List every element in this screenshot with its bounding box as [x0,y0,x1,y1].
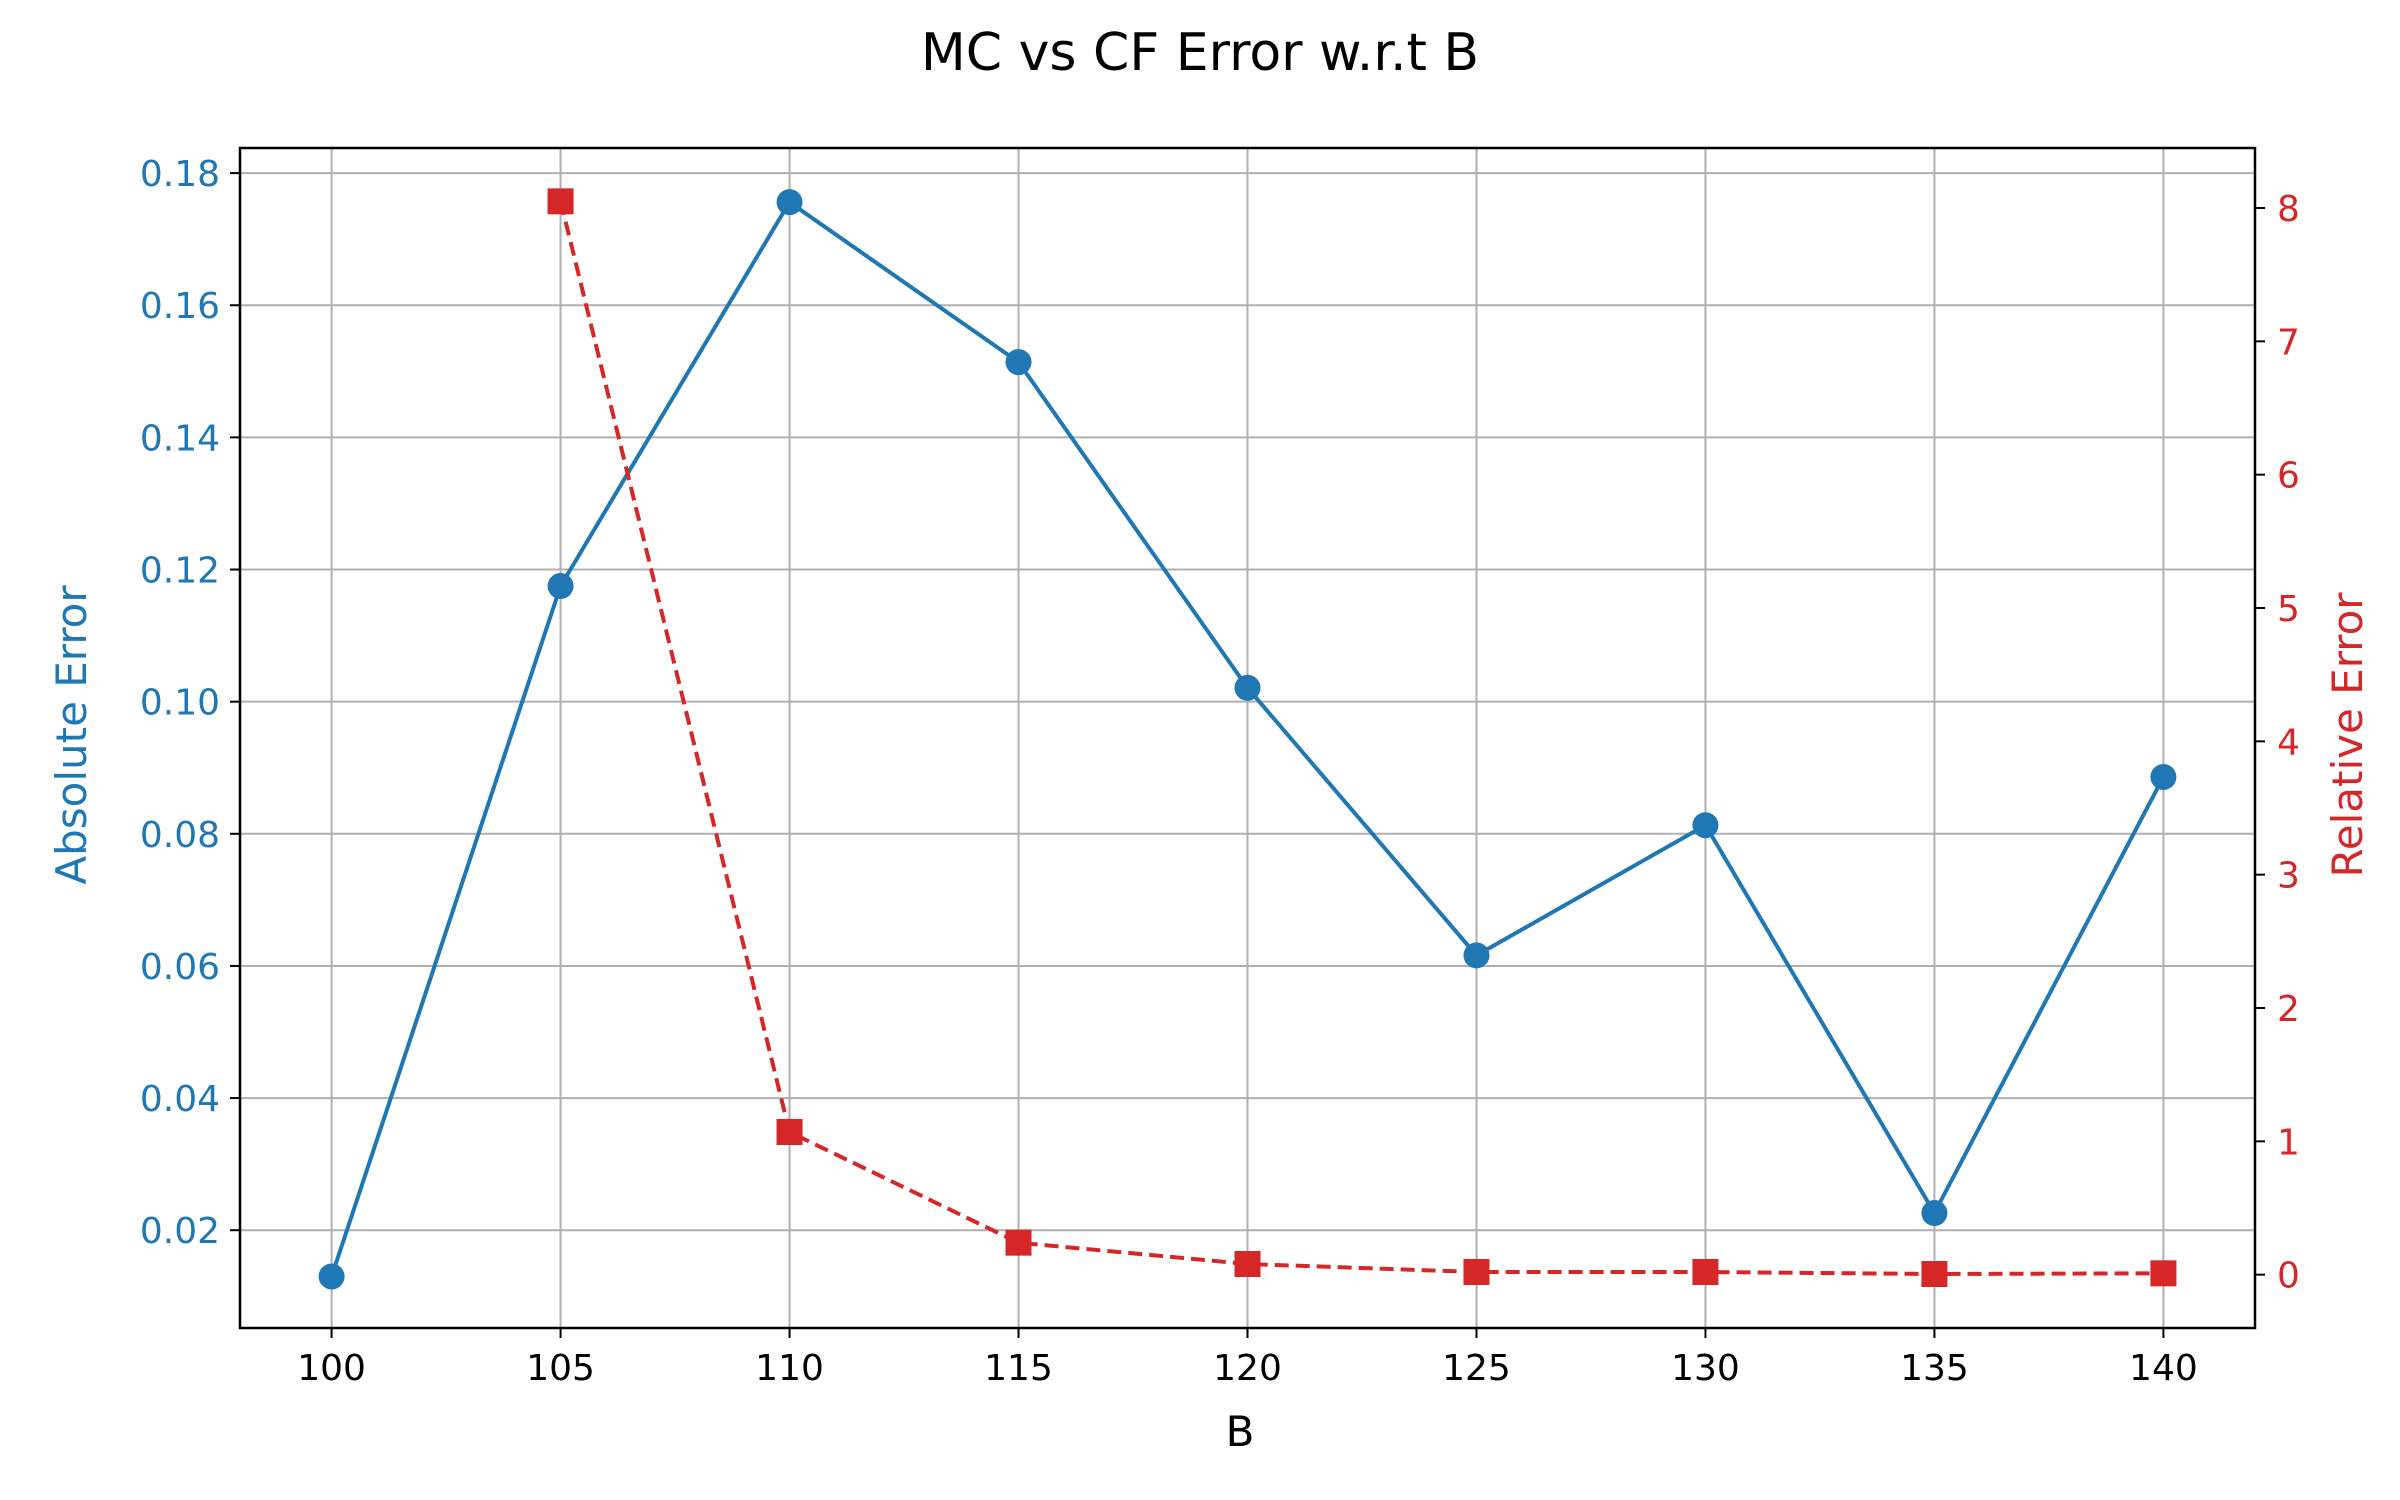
right-y-axis-ticks: 0 1 2 3 4 5 6 7 8 [2255,189,2300,1297]
x-tick-label: 105 [526,1348,595,1389]
absolute-error-point [1921,1200,1948,1227]
right-y-tick-label: 5 [2277,589,2300,630]
relative-error-point [547,188,574,215]
left-y-tick-label: 0.16 [140,286,220,327]
x-tick-label: 120 [1213,1348,1282,1389]
x-tick-label: 130 [1671,1348,1740,1389]
absolute-error-point [1463,942,1490,969]
absolute-error-point [776,189,803,216]
chart-title: MC vs CF Error w.r.t B [921,23,1479,83]
left-y-tick-label: 0.06 [140,947,220,988]
x-axis-ticks: 100 105 110 115 120 125 130 135 140 [297,1328,2198,1389]
left-y-axis-ticks: 0.02 0.04 0.06 0.08 0.10 0.12 0.14 0.16 0.18 [140,154,240,1252]
x-tick-label: 100 [297,1348,366,1389]
left-y-tick-label: 0.18 [140,154,220,195]
relative-error-series-line [558,200,2164,1276]
left-y-tick-label: 0.10 [140,683,220,724]
left-y-axis-label: Absolute Error [47,585,96,885]
right-y-tick-label: 2 [2277,989,2300,1030]
left-y-tick-label: 0.04 [140,1079,220,1120]
x-tick-label: 115 [984,1348,1053,1389]
left-y-tick-label: 0.12 [140,551,220,592]
relative-error-point [1692,1259,1719,1285]
x-tick-label: 140 [2129,1348,2198,1389]
right-y-tick-label: 6 [2277,456,2300,497]
absolute-error-point [547,573,574,600]
relative-error-point [1463,1259,1490,1285]
right-y-tick-label: 1 [2277,1122,2300,1163]
absolute-error-point [1005,349,1032,376]
right-y-axis-label: Relative Error [2323,592,2372,878]
x-axis-label: B [1226,1407,1255,1456]
grid [240,148,2255,1328]
left-y-tick-label: 0.02 [140,1211,220,1252]
relative-error-point [1921,1261,1948,1287]
series-layer [318,188,2177,1290]
x-tick-label: 110 [755,1348,824,1389]
left-y-tick-label: 0.08 [140,815,220,856]
relative-error-point [2150,1260,2177,1287]
absolute-error-point [1692,812,1719,839]
x-tick-label: 125 [1442,1348,1511,1389]
relative-error-point [776,1119,803,1145]
right-y-tick-label: 3 [2277,856,2300,897]
absolute-error-point [2150,763,2177,790]
right-y-tick-label: 0 [2277,1256,2300,1297]
relative-error-point [1005,1229,1032,1256]
absolute-error-point [318,1263,345,1290]
right-y-tick-label: 4 [2277,722,2300,763]
left-y-tick-label: 0.14 [140,418,220,459]
right-y-tick-label: 8 [2277,189,2300,230]
absolute-error-point [1234,674,1261,701]
right-y-tick-label: 7 [2277,322,2300,363]
relative-error-point [1234,1251,1261,1277]
x-tick-label: 135 [1900,1348,1969,1389]
